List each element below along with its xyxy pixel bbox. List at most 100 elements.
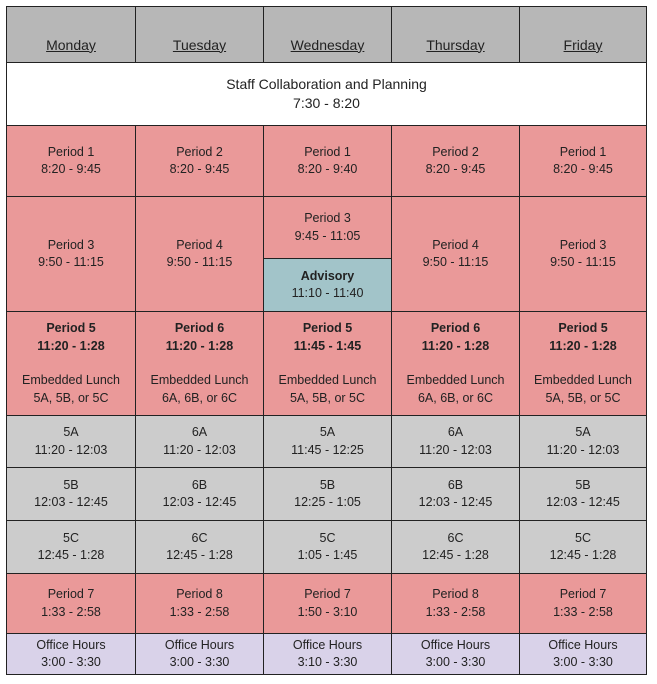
embedded-lunch-label: Embedded Lunch [406,373,505,387]
lunch-b-block: 5B 12:25 - 1:05 [264,468,392,521]
lunch-label: 5A [63,425,79,439]
lunch-options: 6A, 6B, or 6C [161,390,238,405]
embedded-lunch-label: Embedded Lunch [150,373,249,387]
period-label: Period 5 [46,321,96,335]
lunch-b-block: 5B 12:03 - 12:45 [7,468,136,521]
period-block: Period 1 8:20 - 9:40 [264,126,392,197]
office-hours-block: Office Hours 3:10 - 3:30 [264,634,392,674]
office-hours-block: Office Hours 3:00 - 3:30 [136,634,264,674]
office-hours-time: 3:00 - 3:30 [169,655,230,669]
office-hours-label: Office Hours [420,637,491,652]
period-label: Period 4 [176,237,223,252]
lunch-label: 6B [447,477,464,492]
lunch-b-block: 5B 12:03 - 12:45 [520,468,646,521]
lunch-time: 12:45 - 1:28 [166,548,233,562]
period-label: Period 3 [559,237,607,252]
lunch-time: 12:25 - 1:05 [294,495,361,509]
period-label: Period 3 [304,211,351,225]
header-thursday: Thursday [392,7,520,63]
lunch-b-block: 6B 12:03 - 12:45 [392,468,520,521]
lunch-label: 5B [63,477,79,492]
office-hours-label: Office Hours [36,637,106,652]
lunch-time: 11:20 - 12:03 [163,442,236,457]
period-label: Period 3 [47,237,95,252]
lunch-period-block: Period 5 11:45 - 1:45 Embedded Lunch 5A,… [264,312,392,416]
office-hours-block: Office Hours 3:00 - 3:30 [392,634,520,674]
lunch-options: 5A, 5B, or 5C [289,390,366,405]
staff-title: Staff Collaboration and Planning [226,76,427,92]
office-hours-time: 3:00 - 3:30 [425,655,486,669]
period-time: 8:20 - 9:45 [425,162,486,176]
advisory-time: 11:10 - 11:40 [291,286,364,300]
period-time: 8:20 - 9:45 [169,162,230,176]
lunch-a-block: 5A 11:20 - 12:03 [7,416,136,468]
period-label: Period 6 [174,321,225,335]
period-label: Period 8 [176,587,223,601]
staff-time: 7:30 - 8:20 [293,95,360,111]
period-block: Period 7 1:50 - 3:10 [264,574,392,634]
period-block: Period 3 9:50 - 11:15 [520,197,646,312]
lunch-time: 1:05 - 1:45 [297,548,358,562]
lunch-label: 6A [447,425,464,439]
period-label: Period 7 [304,587,351,601]
day-label: Friday [563,36,603,53]
period-time: 11:20 - 1:28 [165,338,234,353]
lunch-time: 11:20 - 12:03 [546,442,620,457]
period-block: Period 7 1:33 - 2:58 [520,574,646,634]
office-hours-label: Office Hours [164,637,235,652]
office-hours-label: Office Hours [292,637,363,652]
lunch-options: 5A, 5B, or 5C [545,390,621,405]
period-time: 9:50 - 11:15 [550,255,616,269]
lunch-time: 11:45 - 12:25 [291,442,364,457]
period-time: 9:45 - 11:05 [294,228,361,243]
lunch-period-block: Period 5 11:20 - 1:28 Embedded Lunch 5A,… [7,312,136,416]
lunch-label: 5A [319,425,336,439]
lunch-time: 12:45 - 1:28 [549,548,617,562]
lunch-time: 12:03 - 12:45 [34,495,108,509]
period-label: Period 2 [432,144,479,159]
header-wednesday: Wednesday [264,7,392,63]
staff-collaboration-block: Staff Collaboration and Planning 7:30 - … [7,63,646,126]
period-block: Period 1 8:20 - 9:45 [520,126,646,197]
office-hours-time: 3:00 - 3:30 [41,655,101,669]
lunch-label: 5B [319,477,336,492]
period-label: Period 2 [176,144,223,159]
embedded-lunch-label: Embedded Lunch [22,373,120,387]
office-hours-time: 3:00 - 3:30 [553,655,613,669]
lunch-c-block: 5C 12:45 - 1:28 [7,521,136,574]
office-hours-label: Office Hours [548,637,618,652]
office-hours-block: Office Hours 3:00 - 3:30 [7,634,136,674]
period-label: Period 6 [430,321,481,335]
lunch-label: 5A [575,425,591,439]
lunch-time: 12:03 - 12:45 [162,495,237,509]
period-label: Period 1 [47,144,95,159]
lunch-label: 6A [191,425,208,439]
period-label: Period 5 [558,321,608,335]
embedded-lunch-label: Embedded Lunch [278,373,377,387]
day-label: Monday [46,36,96,53]
lunch-options: 5A, 5B, or 5C [33,390,109,405]
period-time: 1:33 - 2:58 [169,604,230,619]
embedded-lunch-label: Embedded Lunch [534,373,632,387]
period-label: Period 1 [559,144,607,159]
period-label: Period 8 [432,587,479,601]
period-time: 9:50 - 11:15 [38,255,104,269]
period-time: 1:33 - 2:58 [553,604,613,619]
lunch-label: 6B [191,477,208,492]
period-block: Period 1 8:20 - 9:45 [7,126,136,197]
day-label: Thursday [426,36,485,53]
lunch-label: 5C [575,530,591,545]
lunch-time: 12:45 - 1:28 [422,548,489,562]
lunch-label: 5C [63,530,79,545]
advisory-label: Advisory [300,268,355,283]
lunch-period-block: Period 6 11:20 - 1:28 Embedded Lunch 6A,… [392,312,520,416]
period-time: 11:20 - 1:28 [421,338,490,353]
period-time: 9:50 - 11:15 [166,255,233,269]
period-label: Period 1 [304,144,351,159]
lunch-period-block: Period 6 11:20 - 1:28 Embedded Lunch 6A,… [136,312,264,416]
lunch-label: 5C [319,530,336,545]
period-block: Period 4 9:50 - 11:15 [136,197,264,312]
period-label: Period 4 [432,237,479,252]
lunch-c-block: 6C 12:45 - 1:28 [392,521,520,574]
period-time: 8:20 - 9:40 [297,162,358,176]
